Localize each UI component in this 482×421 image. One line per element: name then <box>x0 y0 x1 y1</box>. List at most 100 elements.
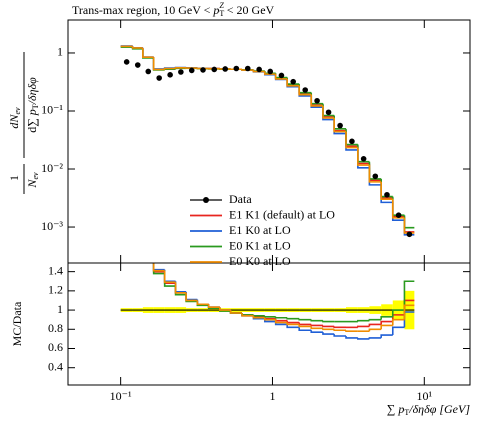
ratio-step <box>185 291 198 301</box>
ratio-step <box>133 216 143 226</box>
ratio-step <box>286 317 300 320</box>
ratio-step <box>322 320 335 323</box>
ratio-step <box>333 334 347 337</box>
ratio-frame <box>67 262 471 386</box>
x-label-text: /δηδφ [GeV] <box>408 402 470 416</box>
ratio-step <box>263 317 276 321</box>
y-label-sub: T <box>31 104 40 109</box>
y-label-text: 1 <box>7 175 21 181</box>
data-point <box>349 138 355 145</box>
ratio-step <box>286 320 300 324</box>
y-label-var: N <box>25 179 39 189</box>
ratio-step <box>380 324 393 330</box>
ratio-step <box>368 328 382 332</box>
data-point <box>325 109 332 116</box>
data-point <box>200 67 206 73</box>
ratio-step <box>252 315 265 319</box>
ratio-step <box>391 309 405 317</box>
data-point <box>395 212 402 218</box>
mc-step <box>142 48 154 59</box>
ratio-y-label: MC/Data <box>10 301 24 346</box>
ratio-step <box>241 312 254 316</box>
mc-step <box>152 57 165 71</box>
ratio-step <box>241 312 254 317</box>
mc-step <box>174 67 187 69</box>
legend-label: E0 K1 at LO <box>229 238 291 252</box>
ratio-step <box>143 224 154 243</box>
ratio-step <box>310 330 323 333</box>
x-tick-label: 1 <box>269 389 275 403</box>
ratio-step <box>229 310 243 314</box>
ratio-step <box>310 326 323 330</box>
ratio-step <box>310 324 323 327</box>
data-point <box>134 62 141 68</box>
ratio-step <box>380 315 393 320</box>
mc-step <box>322 105 335 119</box>
ratio-step <box>143 218 154 237</box>
data-point <box>290 78 296 85</box>
data-point <box>372 173 379 180</box>
ratio-step <box>143 219 154 238</box>
mc-step <box>333 117 347 133</box>
ratio-step <box>322 332 335 335</box>
ratio-step <box>152 263 165 273</box>
data-point <box>222 66 229 72</box>
ratio-step <box>357 325 370 328</box>
ratio-step <box>322 325 335 328</box>
y-label-part: d∑ pT/δηδφ <box>25 77 40 133</box>
y-label-sub: ev <box>13 107 22 115</box>
mc-step <box>152 57 165 71</box>
data-point <box>360 155 367 162</box>
ratio-step <box>274 319 288 324</box>
ratio-step <box>368 323 382 327</box>
y-tick-label: 1 <box>57 302 63 316</box>
title-sup: Z <box>219 1 224 10</box>
y-label-text: /δηδφ <box>25 77 39 105</box>
data-point <box>406 231 413 238</box>
ratio-step <box>310 319 323 322</box>
y-label-part: 1 <box>7 175 21 181</box>
data-point <box>314 97 320 104</box>
x-tick-label: 10⁻¹ <box>110 389 132 403</box>
ratio-step <box>152 263 165 271</box>
ratio-step <box>286 322 300 326</box>
y-label-part: Nev <box>25 172 40 189</box>
data-point <box>233 65 240 72</box>
title-text: < 20 GeV <box>224 3 275 17</box>
ratio-plot-area <box>120 216 415 340</box>
mc-step <box>274 74 288 80</box>
y-label-var: dN <box>7 114 21 129</box>
mc-step <box>286 78 300 87</box>
mc-step <box>403 216 415 233</box>
y-tick-label: 0.8 <box>48 321 63 335</box>
data-point <box>188 67 195 74</box>
y-label-sub: ev <box>31 172 40 180</box>
data-point <box>211 66 218 73</box>
data-point <box>244 65 251 72</box>
ratio-step <box>345 336 358 339</box>
ratio-step <box>298 322 312 326</box>
ratio-step <box>322 328 335 331</box>
x-label-text: ∑ <box>387 402 399 416</box>
ratio-step <box>196 300 209 306</box>
ratio-step <box>357 337 370 340</box>
ratio-step <box>333 329 347 332</box>
legend-label: E1 K0 at LO <box>229 223 291 237</box>
mc-step <box>163 68 176 71</box>
title-sub: T <box>219 9 224 18</box>
mc-step <box>368 165 382 183</box>
chart-title: Trans-max region, 10 GeV < pTZ < 20 GeV <box>72 1 275 18</box>
y-tick-label: 10⁻¹ <box>41 103 63 117</box>
ratio-step <box>286 324 300 329</box>
data-point <box>384 191 390 198</box>
y-tick-label: 10⁻² <box>41 161 63 175</box>
y-tick-label: 1 <box>57 45 63 59</box>
ratio-step <box>403 304 415 320</box>
mc-step <box>310 94 323 107</box>
mc-step <box>152 57 165 71</box>
data-point <box>145 68 152 75</box>
axes: 10⁻³ 10⁻² 10⁻¹ 1 0.4 0.6 0.8 1 1.2 1.4 10⁻¹ 1 10¹ Tra… <box>7 1 471 417</box>
mc-step <box>345 131 358 149</box>
